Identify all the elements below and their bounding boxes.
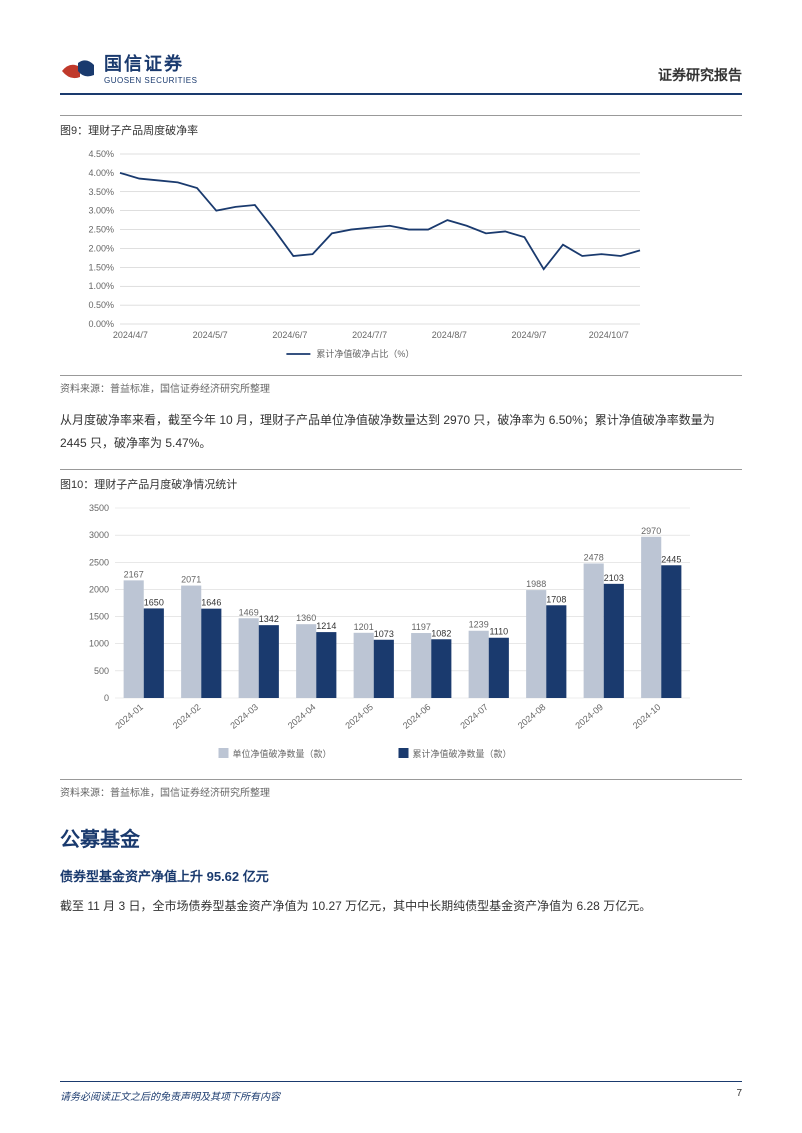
svg-text:2478: 2478 (584, 552, 604, 562)
svg-text:2024/5/7: 2024/5/7 (193, 330, 228, 340)
svg-text:1082: 1082 (431, 628, 451, 638)
svg-text:2000: 2000 (89, 584, 109, 594)
svg-text:2024/9/7: 2024/9/7 (512, 330, 547, 340)
page-footer: 请务必阅读正文之后的免责声明及其项下所有内容 7 (60, 1081, 742, 1103)
svg-text:2.50%: 2.50% (88, 225, 114, 235)
svg-text:1073: 1073 (374, 628, 394, 638)
svg-text:500: 500 (94, 665, 109, 675)
fig10-chart: 0 500 1000 1500 2000 2500 3000 3500 2167 1650 2024… (60, 498, 700, 768)
svg-text:1201: 1201 (354, 621, 374, 631)
svg-text:0.00%: 0.00% (88, 319, 114, 329)
svg-text:累计净值破净数量（款）: 累计净值破净数量（款） (413, 748, 512, 759)
svg-text:2445: 2445 (661, 554, 681, 564)
svg-text:1214: 1214 (316, 621, 336, 631)
fig9-title: 图9：理财子产品周度破净率 (60, 122, 742, 138)
svg-text:1.00%: 1.00% (88, 281, 114, 291)
svg-text:2071: 2071 (181, 574, 201, 584)
svg-text:1500: 1500 (89, 611, 109, 621)
svg-text:2024/10/7: 2024/10/7 (589, 330, 629, 340)
svg-text:1.50%: 1.50% (88, 262, 114, 272)
svg-text:2500: 2500 (89, 557, 109, 567)
svg-text:2024-04: 2024-04 (286, 701, 318, 730)
svg-text:1197: 1197 (412, 622, 431, 632)
svg-text:0: 0 (104, 693, 109, 703)
figure-10: 图10：理财子产品月度破净情况统计 0 500 1000 1500 2000 2500 30… (60, 469, 742, 799)
svg-text:0.50%: 0.50% (88, 300, 114, 310)
fig10-source: 资料来源：普益标准，国信证券经济研究所整理 (60, 779, 742, 799)
svg-text:累计净值破净占比（%）: 累计净值破净占比（%） (316, 348, 414, 359)
fig10-title: 图10：理财子产品月度破净情况统计 (60, 476, 742, 492)
svg-text:1650: 1650 (144, 597, 164, 607)
svg-text:2167: 2167 (124, 569, 144, 579)
page-number: 7 (736, 1088, 742, 1103)
svg-text:2024-01: 2024-01 (113, 701, 145, 730)
svg-text:3.50%: 3.50% (88, 187, 114, 197)
svg-text:2024-06: 2024-06 (401, 701, 433, 730)
svg-text:4.50%: 4.50% (88, 149, 114, 159)
svg-text:1360: 1360 (296, 613, 316, 623)
svg-text:1110: 1110 (489, 626, 508, 636)
svg-text:1646: 1646 (201, 597, 221, 607)
section-body: 截至 11 月 3 日，全市场债券型基金资产净值为 10.27 万亿元，其中中长… (60, 895, 742, 918)
logo-text-cn: 国信证券 (104, 50, 197, 76)
section-subheading: 债券型基金资产净值上升 95.62 亿元 (60, 866, 742, 885)
logo: 国信证券 GUOSEN SECURITIES (60, 50, 197, 85)
page-header: 国信证券 GUOSEN SECURITIES 证券研究报告 (60, 50, 742, 95)
svg-text:1708: 1708 (546, 594, 566, 604)
svg-text:2024/8/7: 2024/8/7 (432, 330, 467, 340)
disclaimer: 请务必阅读正文之后的免责声明及其项下所有内容 (60, 1088, 280, 1103)
svg-text:2970: 2970 (641, 525, 661, 535)
fig9-source: 资料来源：普益标准，国信证券经济研究所整理 (60, 375, 742, 395)
report-title: 证券研究报告 (658, 65, 742, 85)
svg-text:2024-08: 2024-08 (516, 701, 548, 730)
svg-text:2024-03: 2024-03 (228, 701, 260, 730)
svg-text:2024/4/7: 2024/4/7 (113, 330, 148, 340)
svg-text:1239: 1239 (469, 619, 489, 629)
svg-text:2024-05: 2024-05 (343, 701, 375, 730)
logo-icon (60, 53, 96, 83)
svg-text:2024-10: 2024-10 (631, 701, 663, 730)
svg-text:单位净值破净数量（款）: 单位净值破净数量（款） (233, 748, 332, 759)
svg-text:2024/7/7: 2024/7/7 (352, 330, 387, 340)
paragraph-1: 从月度破净率来看，截至今年 10 月，理财子产品单位净值破净数量达到 2970 … (60, 409, 742, 455)
fig9-chart: 0.00% 0.50% 1.00% 1.50% 2.00% 2.50% 3.00% 3.50%… (60, 144, 660, 364)
logo-text-en: GUOSEN SECURITIES (104, 76, 197, 85)
svg-text:2.00%: 2.00% (88, 243, 114, 253)
svg-text:2024/6/7: 2024/6/7 (272, 330, 307, 340)
svg-text:2024-07: 2024-07 (458, 701, 490, 730)
svg-text:2103: 2103 (604, 572, 624, 582)
section-heading: 公募基金 (60, 823, 742, 852)
svg-text:2024-09: 2024-09 (573, 701, 605, 730)
svg-text:3500: 3500 (89, 503, 109, 513)
svg-text:3000: 3000 (89, 530, 109, 540)
svg-text:2024-02: 2024-02 (171, 701, 203, 730)
svg-text:1988: 1988 (526, 579, 546, 589)
svg-text:3.00%: 3.00% (88, 206, 114, 216)
svg-text:1469: 1469 (239, 607, 259, 617)
svg-text:4.00%: 4.00% (88, 168, 114, 178)
svg-text:1342: 1342 (259, 614, 279, 624)
svg-text:1000: 1000 (89, 638, 109, 648)
figure-9: 图9：理财子产品周度破净率 0.00% 0.50% 1.00% 1.50% 2.00% 2… (60, 115, 742, 395)
